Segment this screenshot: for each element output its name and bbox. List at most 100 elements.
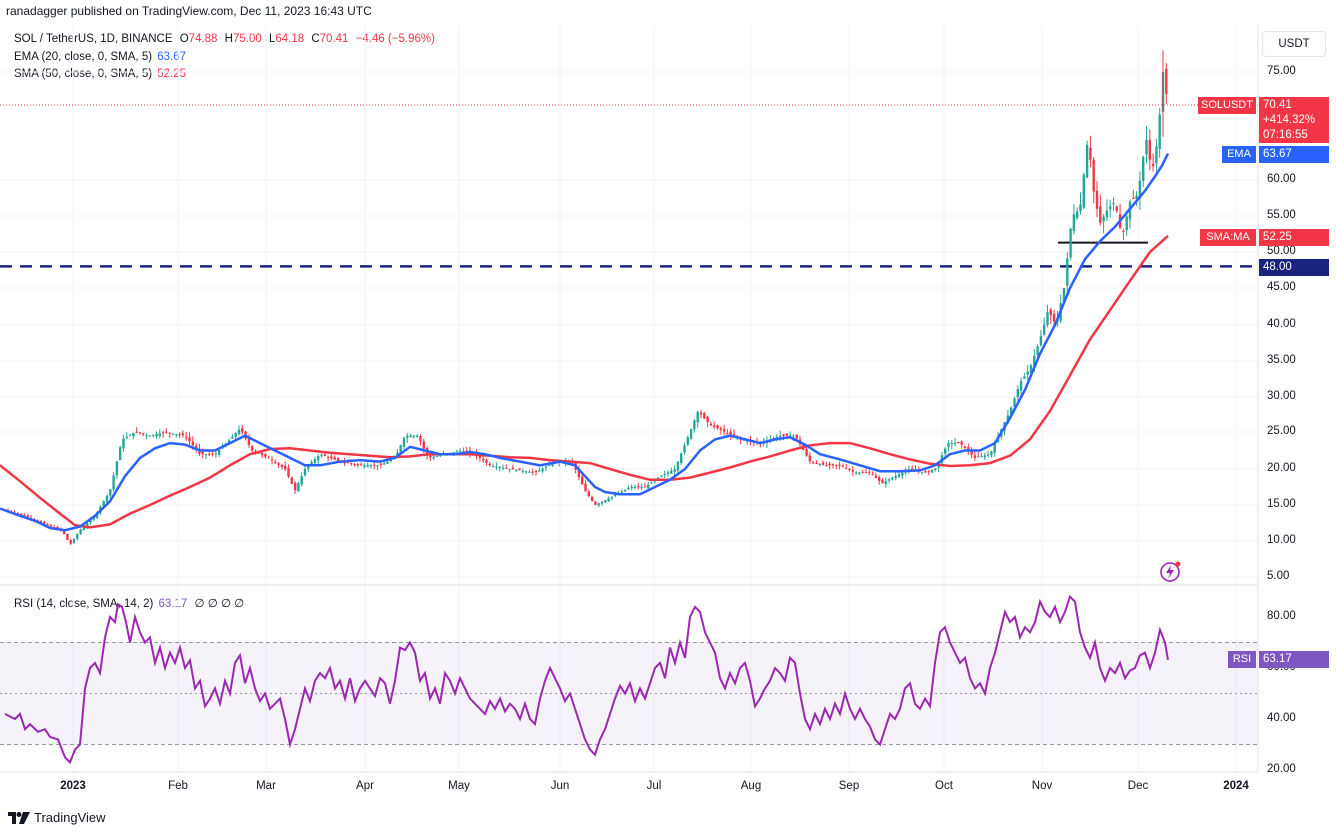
candle-body <box>435 455 439 457</box>
candle-body <box>1145 139 1148 155</box>
close-label: C <box>311 33 320 45</box>
candle-body <box>353 464 356 466</box>
candle-body <box>722 429 726 432</box>
candle-body <box>142 433 145 435</box>
candle-body <box>673 469 676 472</box>
candle-body <box>1095 190 1099 209</box>
candle-body <box>1036 346 1039 356</box>
candle-body <box>1023 376 1026 379</box>
tradingview-logo-icon <box>8 811 30 824</box>
candle-body <box>983 455 986 458</box>
candle-body <box>79 529 82 535</box>
candle-body <box>838 464 841 466</box>
candle-body <box>660 475 663 477</box>
time-tick: 2023 <box>60 780 86 792</box>
candle-body <box>201 451 204 455</box>
candle-body <box>1138 180 1142 199</box>
candle-body <box>270 459 274 461</box>
time-tick: Oct <box>935 780 953 792</box>
rsi-tick: 20.00 <box>1267 763 1296 775</box>
candle-body <box>828 463 831 466</box>
candle-body <box>864 472 868 474</box>
candle-body <box>825 464 828 466</box>
candle-body <box>326 457 330 459</box>
price-tick: 5.00 <box>1267 570 1290 582</box>
candle-body <box>874 475 878 478</box>
candle-body <box>1148 139 1151 160</box>
sol-change: +414.32% <box>1263 114 1316 126</box>
rsi-band <box>0 642 1258 745</box>
time-tick: May <box>448 780 470 792</box>
candle-body <box>389 459 392 462</box>
candle-body <box>785 433 788 436</box>
candle-body <box>313 459 317 464</box>
candle-body <box>1165 68 1168 94</box>
candle-body <box>911 468 914 470</box>
sma-legend[interactable]: SMA (50, close, 0, SMA, 5) 52.25 <box>14 68 186 80</box>
published-line: ranadagger published on TradingView.com,… <box>6 4 372 18</box>
ema20-line <box>0 153 1170 532</box>
candle-body <box>495 466 498 468</box>
candle-body <box>845 467 848 469</box>
rsi-tick: 40.00 <box>1267 712 1296 724</box>
candle-body <box>934 468 937 471</box>
candle-body <box>46 524 49 526</box>
candle-body <box>614 494 617 496</box>
time-tick: Aug <box>740 780 762 792</box>
candle-body <box>1026 371 1029 375</box>
candle-body <box>274 461 277 463</box>
candle-body <box>538 470 541 472</box>
candle-body <box>135 431 138 433</box>
sma-name-tag: SMA:MA <box>1200 229 1256 246</box>
candle-body <box>835 464 838 466</box>
tradingview-logo[interactable]: TradingView <box>8 810 106 825</box>
candle-body <box>851 469 854 472</box>
candle-body <box>122 438 125 449</box>
candle-body <box>333 457 336 460</box>
high-label: H <box>224 33 233 45</box>
candle-body <box>482 458 485 461</box>
candle-body <box>119 447 122 461</box>
candle-body <box>1132 198 1135 200</box>
candle-body <box>132 432 135 437</box>
rsi-value-tag: 63.17 <box>1259 651 1329 668</box>
candle-body <box>145 434 148 436</box>
candle-body <box>293 483 297 491</box>
candle-body <box>993 443 996 453</box>
price-tick: 50.00 <box>1267 245 1296 257</box>
rsi-tick: 80.00 <box>1267 610 1296 622</box>
candle-body <box>161 432 165 434</box>
candle-body <box>746 440 749 442</box>
candle-body <box>960 441 963 445</box>
candle-body <box>986 454 990 456</box>
candle-body <box>148 435 152 437</box>
ema-name-tag: EMA <box>1222 146 1256 163</box>
candle-body <box>508 468 511 470</box>
candle-body <box>1039 336 1043 346</box>
candle-body <box>600 501 604 504</box>
candle-body <box>1043 324 1046 335</box>
price-tick: 20.00 <box>1267 462 1296 474</box>
lightning-icon[interactable] <box>1160 561 1181 582</box>
candle-body <box>930 470 934 473</box>
symbol-name[interactable]: SOL / TetherUS, 1D, BINANCE <box>14 33 173 45</box>
price-tick: 60.00 <box>1267 173 1296 185</box>
candle-body <box>350 463 353 465</box>
ema-legend[interactable]: EMA (20, close, 0, SMA, 5) 63.67 <box>14 51 186 63</box>
candle-body <box>666 472 670 475</box>
low-label: L <box>268 33 276 45</box>
candle-body <box>990 451 993 456</box>
candle-body <box>927 471 930 473</box>
candle-body <box>980 456 983 458</box>
candle-body <box>412 435 416 437</box>
candle-body <box>854 472 858 474</box>
candle-body <box>112 475 115 490</box>
candle-body <box>518 468 521 471</box>
candle-body <box>1089 147 1092 160</box>
candle-body <box>597 503 600 506</box>
candle-body <box>521 470 524 472</box>
candle-body <box>439 455 442 457</box>
tradingview-brand: TradingView <box>34 810 106 825</box>
currency-button[interactable]: USDT <box>1262 31 1326 57</box>
